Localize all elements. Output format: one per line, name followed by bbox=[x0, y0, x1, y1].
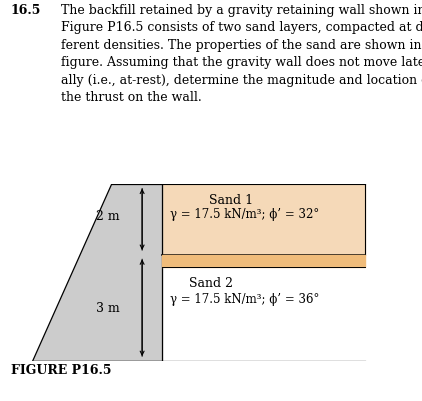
Text: γ = 17.5 kN/m³; ϕ’ = 32°: γ = 17.5 kN/m³; ϕ’ = 32° bbox=[170, 208, 320, 221]
Text: 3 m: 3 m bbox=[96, 302, 120, 314]
Polygon shape bbox=[33, 184, 162, 361]
Text: Sand 1: Sand 1 bbox=[209, 194, 253, 207]
Text: γ = 17.5 kN/m³; ϕ’ = 36°: γ = 17.5 kN/m³; ϕ’ = 36° bbox=[170, 293, 320, 306]
Text: 16.5: 16.5 bbox=[11, 4, 41, 17]
Polygon shape bbox=[162, 184, 365, 255]
Text: FIGURE P16.5: FIGURE P16.5 bbox=[11, 363, 111, 377]
Text: 2 m: 2 m bbox=[96, 210, 120, 223]
Polygon shape bbox=[162, 255, 365, 267]
Text: Sand 2: Sand 2 bbox=[189, 277, 233, 290]
Text: The backfill retained by a gravity retaining wall shown in
Figure P16.5 consists: The backfill retained by a gravity retai… bbox=[61, 4, 422, 104]
